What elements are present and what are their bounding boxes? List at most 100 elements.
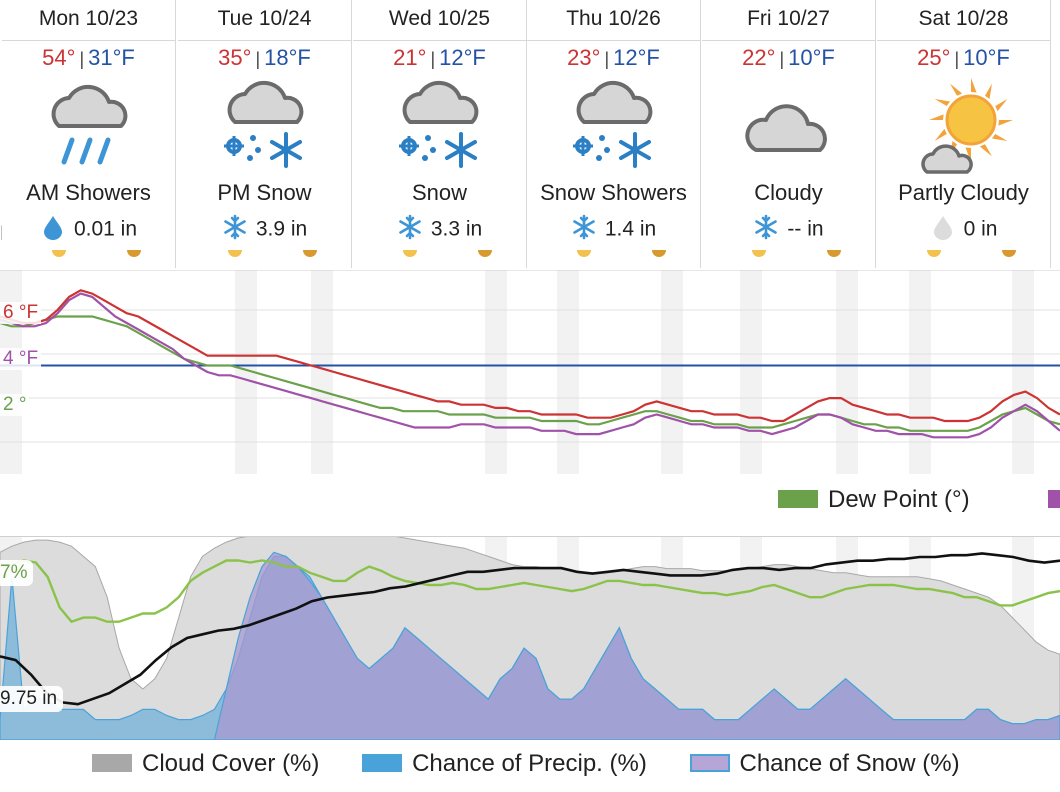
precip-value: 0 in <box>963 217 998 241</box>
day-band <box>0 270 22 474</box>
day-temps: 22° | 10°F <box>702 40 875 77</box>
low-temp: 18°F <box>264 45 311 70</box>
precip-value: -- in <box>787 217 824 241</box>
forecast-day[interactable]: Mon 10/23 54° | 31°F AM Showers 0.01 in <box>2 0 176 268</box>
sun-marks <box>2 250 175 264</box>
precip-amount: 3.3 in <box>353 212 526 246</box>
precip-chance-swatch <box>362 754 403 773</box>
chart-bg <box>0 270 1060 474</box>
dew-point-axis-label: 2 ° <box>0 394 30 416</box>
high-temp: 25° <box>917 45 951 70</box>
precip-amount: -- in <box>702 212 875 246</box>
forecast-day[interactable]: Sat 10/28 25° | 10°F Partly Cloudy 0 in <box>877 0 1051 268</box>
condition-label: Partly Cloudy <box>898 180 1029 205</box>
pressure-series <box>0 552 1060 706</box>
day-label: Sat 10/28 <box>877 0 1050 41</box>
dew-point-legend-label: Dew Point (°) <box>828 486 970 513</box>
snowflake-icon <box>571 214 597 240</box>
precip-amount: 0.01 in <box>2 212 175 246</box>
sunrise-icon <box>403 250 417 257</box>
temp-separator: | <box>430 49 436 69</box>
high-temp: 22° <box>742 45 776 70</box>
raindrop-icon <box>40 214 66 241</box>
precip-value: 3.9 in <box>255 217 308 241</box>
legend-dew-point[interactable]: Dew Point (°) <box>778 486 970 514</box>
temperature-chart: 6 °F 4 °F 2 ° <box>0 269 1060 474</box>
sunset-icon <box>127 250 141 257</box>
sunrise-icon <box>927 250 941 257</box>
feels-like-swatch <box>1048 490 1060 509</box>
low-temp: 10°F <box>963 45 1010 70</box>
forecast-day[interactable]: Tue 10/24 35° | 18°F PM Snow 3.9 in <box>178 0 352 268</box>
day-band <box>1012 270 1034 474</box>
sunrise-icon <box>52 250 66 257</box>
cloud-rain-icon <box>34 78 144 178</box>
low-temp: 12°F <box>439 45 486 70</box>
precip-amount: 1.4 in <box>527 212 700 246</box>
legend-snow-chance[interactable]: Chance of Snow (%) <box>689 750 960 778</box>
pressure-axis-label: 9.75 in <box>0 686 64 712</box>
humidity-axis-label: 7% <box>0 560 34 586</box>
precip-value: 0.01 in <box>73 217 138 241</box>
precip-amount: 0 in <box>877 212 1050 246</box>
cloud-icon <box>734 78 844 178</box>
day-band <box>311 270 333 474</box>
day-label: Wed 10/25 <box>353 0 526 41</box>
low-temp: 12°F <box>613 45 660 70</box>
cloud-snow-icon <box>385 78 495 178</box>
forecast-day[interactable]: Thu 10/26 23° | 12°F Snow Showers 1.4 in <box>527 0 701 268</box>
precip-amount: 3.9 in <box>178 212 351 246</box>
day-band <box>557 270 579 474</box>
condition-label: AM Showers <box>26 180 151 205</box>
day-band <box>740 270 762 474</box>
day-band <box>909 270 931 474</box>
legend-precip-chance[interactable]: Chance of Precip. (%) <box>362 750 647 778</box>
day-temps: 54° | 31°F <box>2 40 175 77</box>
sun-marks <box>527 250 700 264</box>
temperature-legend: Dew Point (°) <box>778 486 1060 522</box>
temp-separator: | <box>79 49 85 69</box>
low-temp: 31°F <box>88 45 135 70</box>
low-temp: 10°F <box>788 45 835 70</box>
dew-point-series <box>0 315 1060 432</box>
cloud-snow-icon <box>559 78 669 178</box>
forecast-day[interactable]: Wed 10/25 21° | 12°F Snow 3.3 in <box>353 0 527 268</box>
cloud-cover-swatch <box>92 754 132 773</box>
high-temp: 54° <box>42 45 76 70</box>
feels-like-axis-label: 4 °F <box>0 348 42 370</box>
snow-chance-swatch <box>689 754 730 773</box>
feels-like-series <box>0 292 1060 439</box>
sun-marks <box>877 250 1050 264</box>
condition-label: Snow Showers <box>540 180 687 205</box>
temp-separator: | <box>604 49 610 69</box>
forecast-day[interactable]: Fri 10/27 22° | 10°F Cloudy -- in <box>702 0 876 268</box>
snowflake-icon <box>222 214 248 240</box>
sunset-icon <box>1002 250 1016 257</box>
high-temp: 21° <box>393 45 427 70</box>
sunset-icon <box>303 250 317 257</box>
day-temps: 25° | 10°F <box>877 40 1050 77</box>
temp-separator: | <box>255 49 261 69</box>
sunrise-icon <box>228 250 242 257</box>
legend-cloud-cover[interactable]: Cloud Cover (%) <box>92 750 319 778</box>
dew-point-swatch <box>778 490 818 509</box>
day-band <box>485 270 507 474</box>
snowflake-icon <box>753 214 779 240</box>
day-band <box>836 270 858 474</box>
day-band <box>235 270 257 474</box>
sky-chart: 7% 9.75 in <box>0 535 1060 741</box>
snow-chance-legend-label: Chance of Snow (%) <box>739 750 960 777</box>
day-temps: 21° | 12°F <box>353 40 526 77</box>
sunrise-icon <box>752 250 766 257</box>
cloud-snow-icon <box>210 78 320 178</box>
condition-label: Snow <box>411 180 468 205</box>
temp-separator: | <box>954 49 960 69</box>
day-label: Tue 10/24 <box>178 0 351 41</box>
high-temp: 35° <box>218 45 252 70</box>
temp-separator: | <box>779 49 785 69</box>
raindrop-gray-icon <box>930 214 956 241</box>
sky-legend: Cloud Cover (%) Chance of Precip. (%) Ch… <box>92 750 960 790</box>
day-band <box>661 270 683 474</box>
sunset-icon <box>827 250 841 257</box>
